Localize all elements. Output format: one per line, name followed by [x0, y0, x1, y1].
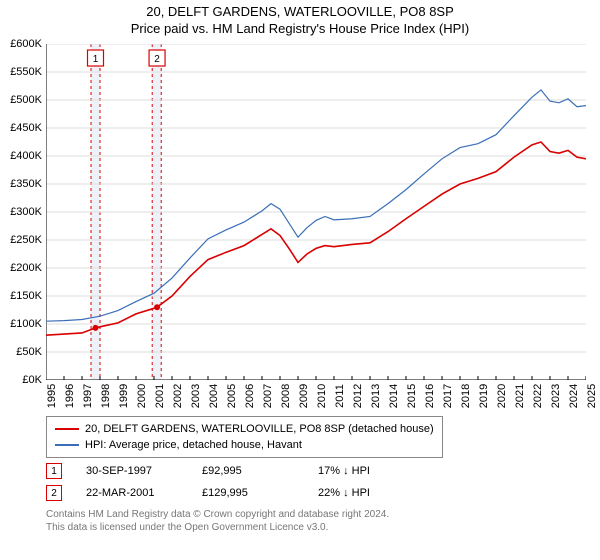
x-tick-label: 2000: [136, 384, 148, 408]
marker-row: 2 22-MAR-2001 £129,995 22% ↓ HPI: [46, 482, 434, 504]
x-tick-label: 2005: [226, 384, 238, 408]
x-tick-label: 1997: [82, 384, 94, 408]
svg-text:2: 2: [154, 54, 160, 65]
y-tick-label: £250K: [10, 234, 42, 246]
marker-table: 1 30-SEP-1997 £92,995 17% ↓ HPI 2 22-MAR…: [46, 460, 434, 504]
x-tick-label: 2022: [532, 384, 544, 408]
x-tick-label: 2003: [190, 384, 202, 408]
x-tick-label: 2018: [460, 384, 472, 408]
x-tick-label: 2024: [568, 384, 580, 408]
footer-line: This data is licensed under the Open Gov…: [46, 521, 389, 534]
x-tick-label: 2011: [334, 384, 346, 408]
x-tick-label: 2025: [586, 384, 598, 408]
marker-pct: 17% ↓ HPI: [318, 465, 434, 477]
marker-badge: 1: [46, 463, 62, 479]
x-tick-label: 2020: [496, 384, 508, 408]
marker-price: £92,995: [202, 465, 318, 477]
x-tick-label: 1996: [64, 384, 76, 408]
x-tick-label: 2021: [514, 384, 526, 408]
y-tick-label: £100K: [10, 318, 42, 330]
y-tick-label: £400K: [10, 150, 42, 162]
x-tick-label: 2014: [388, 384, 400, 408]
marker-badge: 2: [46, 485, 62, 501]
y-tick-label: £50K: [16, 346, 42, 358]
x-tick-label: 1998: [100, 384, 112, 408]
marker-date: 30-SEP-1997: [86, 465, 202, 477]
x-tick-label: 2010: [316, 384, 328, 408]
x-tick-label: 2001: [154, 384, 166, 408]
marker-price: £129,995: [202, 487, 318, 499]
x-tick-label: 2019: [478, 384, 490, 408]
x-tick-label: 2017: [442, 384, 454, 408]
y-tick-label: £300K: [10, 206, 42, 218]
x-tick-label: 1999: [118, 384, 130, 408]
chart-subtitle: Price paid vs. HM Land Registry's House …: [0, 19, 600, 36]
x-tick-label: 2008: [280, 384, 292, 408]
y-tick-label: £450K: [10, 122, 42, 134]
y-tick-label: £150K: [10, 290, 42, 302]
legend-item: HPI: Average price, detached house, Hava…: [55, 437, 434, 453]
legend: 20, DELFT GARDENS, WATERLOOVILLE, PO8 8S…: [46, 416, 443, 458]
y-tick-label: £200K: [10, 262, 42, 274]
y-tick-label: £600K: [10, 38, 42, 50]
x-tick-label: 2002: [172, 384, 184, 408]
footer: Contains HM Land Registry data © Crown c…: [46, 508, 389, 534]
marker-pct: 22% ↓ HPI: [318, 487, 434, 499]
x-tick-label: 2015: [406, 384, 418, 408]
x-tick-label: 2016: [424, 384, 436, 408]
y-tick-label: £0K: [22, 374, 42, 386]
x-tick-label: 2013: [370, 384, 382, 408]
plot-area: 12 £0K£50K£100K£150K£200K£250K£300K£350K…: [46, 44, 586, 380]
footer-line: Contains HM Land Registry data © Crown c…: [46, 508, 389, 521]
x-tick-label: 2012: [352, 384, 364, 408]
legend-item: 20, DELFT GARDENS, WATERLOOVILLE, PO8 8S…: [55, 421, 434, 437]
svg-text:1: 1: [93, 54, 99, 65]
y-tick-label: £500K: [10, 94, 42, 106]
x-tick-label: 1995: [46, 384, 58, 408]
x-tick-label: 2006: [244, 384, 256, 408]
x-tick-label: 2023: [550, 384, 562, 408]
marker-row: 1 30-SEP-1997 £92,995 17% ↓ HPI: [46, 460, 434, 482]
y-tick-label: £350K: [10, 178, 42, 190]
chart-title: 20, DELFT GARDENS, WATERLOOVILLE, PO8 8S…: [0, 0, 600, 19]
legend-label: HPI: Average price, detached house, Hava…: [85, 437, 302, 453]
legend-label: 20, DELFT GARDENS, WATERLOOVILLE, PO8 8S…: [85, 421, 434, 437]
x-tick-label: 2007: [262, 384, 274, 408]
x-tick-label: 2004: [208, 384, 220, 408]
marker-date: 22-MAR-2001: [86, 487, 202, 499]
x-tick-label: 2009: [298, 384, 310, 408]
y-tick-label: £550K: [10, 66, 42, 78]
